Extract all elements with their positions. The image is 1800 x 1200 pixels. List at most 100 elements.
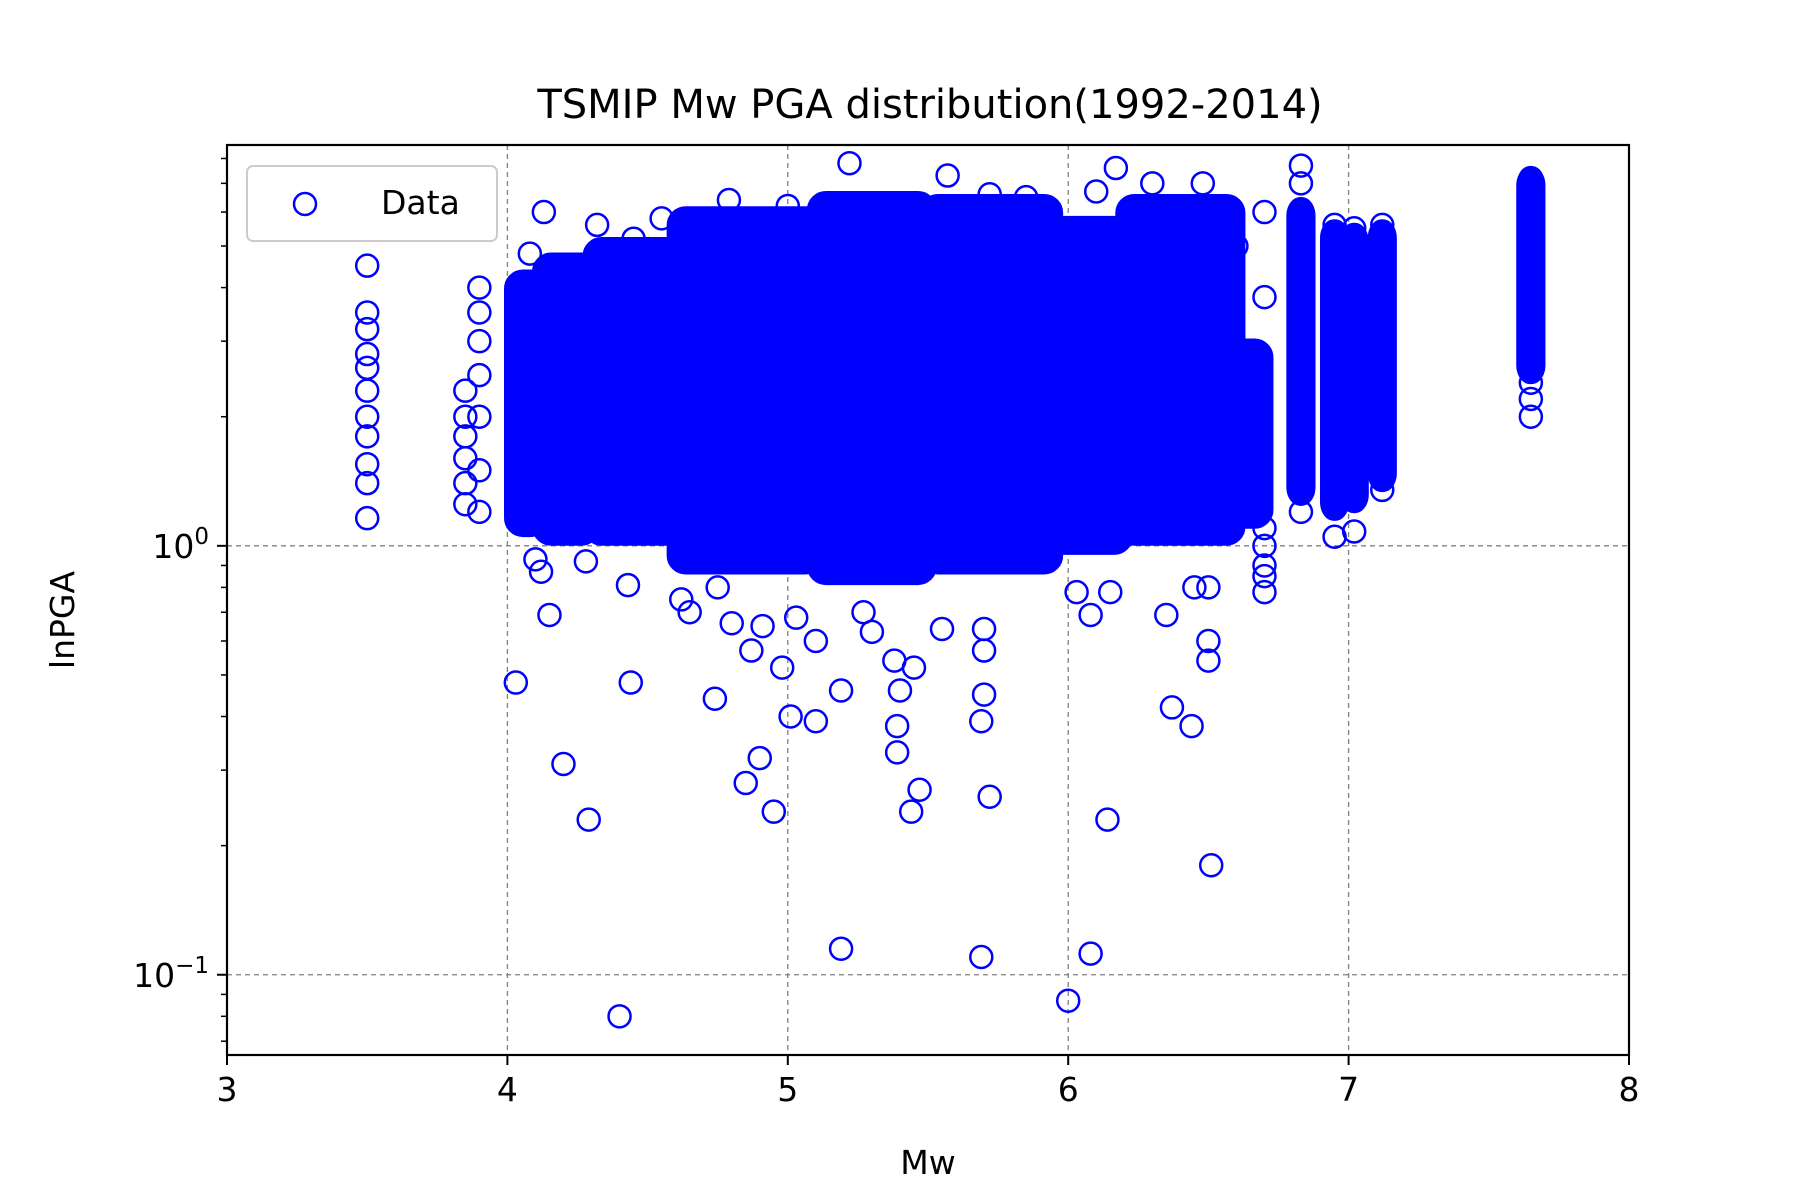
data-point	[1369, 386, 1395, 412]
data-point	[621, 226, 646, 251]
data-point	[971, 638, 997, 663]
data-point	[467, 458, 492, 483]
axis-ticks: 3 4 5 6 7 8 100 10−1	[133, 157, 1640, 1109]
data-point	[503, 670, 529, 695]
data-point	[1013, 184, 1039, 210]
data-point	[884, 713, 910, 739]
data-point	[1252, 579, 1277, 605]
data-point	[1518, 165, 1544, 191]
data-point	[1288, 153, 1314, 178]
data-point	[1095, 807, 1120, 832]
legend: Data	[246, 165, 498, 242]
data-point	[1518, 341, 1544, 367]
data-point	[1322, 328, 1347, 354]
data-point	[783, 605, 809, 630]
data-point	[584, 212, 610, 238]
data-point	[803, 628, 829, 654]
data-point	[1224, 233, 1249, 259]
data-point	[977, 182, 1002, 207]
dense-band	[582, 237, 685, 546]
dense-band	[1367, 219, 1397, 493]
data-point	[1341, 362, 1367, 388]
legend-box	[246, 165, 498, 242]
data-point	[537, 602, 562, 628]
data-point	[354, 424, 380, 449]
dense-data-bands	[504, 166, 1546, 586]
data-point	[828, 936, 854, 961]
data-point	[969, 708, 994, 734]
data-point	[1288, 404, 1314, 429]
dense-band	[919, 193, 1064, 575]
data-point	[1288, 499, 1314, 525]
data-point	[531, 199, 557, 225]
data-point	[1064, 579, 1089, 605]
data-point	[977, 784, 1002, 810]
data-point	[1322, 434, 1347, 460]
data-point	[1369, 275, 1395, 300]
data-point	[898, 799, 924, 824]
data-point	[354, 316, 380, 342]
data-point	[615, 572, 641, 598]
data-point	[354, 253, 380, 278]
data-point	[750, 613, 775, 639]
data-point	[1518, 316, 1544, 342]
data-point	[775, 193, 801, 219]
data-point	[778, 704, 803, 729]
data-point	[1518, 212, 1544, 238]
data-point	[1252, 284, 1277, 310]
data-point	[971, 616, 997, 642]
data-point	[1252, 515, 1277, 541]
data-point	[1252, 553, 1277, 578]
data-point	[467, 328, 492, 354]
data-point	[1288, 458, 1314, 483]
data-points	[354, 150, 1544, 1029]
data-point	[677, 600, 702, 625]
data-point	[733, 770, 758, 796]
data-point	[1154, 602, 1179, 628]
data-point	[1369, 212, 1395, 238]
data-point	[929, 616, 955, 642]
data-point	[1518, 386, 1544, 412]
data-point	[1518, 257, 1544, 283]
data-point	[453, 378, 478, 403]
data-point	[1369, 434, 1395, 460]
legend-marker-data	[292, 191, 318, 217]
data-point	[705, 575, 730, 600]
data-point	[354, 300, 380, 325]
data-point	[859, 619, 885, 645]
data-point	[1196, 575, 1221, 600]
data-point	[1341, 253, 1367, 278]
data-point	[884, 740, 910, 765]
data-point	[1341, 519, 1367, 544]
dense-band	[1045, 215, 1134, 555]
data-point	[907, 777, 932, 802]
data-point	[747, 745, 773, 771]
data-point	[901, 655, 927, 680]
data-point	[354, 355, 380, 381]
data-point	[573, 549, 599, 574]
data-point	[1341, 484, 1367, 510]
data-point	[467, 300, 492, 325]
data-point	[668, 587, 694, 612]
data-point	[354, 470, 380, 496]
data-point	[354, 341, 380, 367]
data-point	[1182, 575, 1207, 600]
data-point	[1078, 602, 1103, 628]
data-point	[1288, 199, 1314, 225]
data-point	[354, 451, 380, 477]
data-point	[1179, 713, 1204, 739]
data-point	[837, 150, 862, 176]
data-point	[1103, 155, 1129, 181]
x-tick-label: 6	[1058, 1070, 1079, 1109]
data-point	[607, 1004, 632, 1029]
data-point	[618, 670, 644, 695]
data-point	[467, 404, 492, 429]
y-tick-label: 10−1	[133, 953, 209, 995]
data-point	[517, 241, 543, 266]
data-point	[716, 187, 742, 213]
data-point	[551, 751, 576, 777]
data-point	[828, 678, 854, 703]
plot-frame	[225, 143, 1631, 1057]
data-point	[1196, 628, 1221, 654]
